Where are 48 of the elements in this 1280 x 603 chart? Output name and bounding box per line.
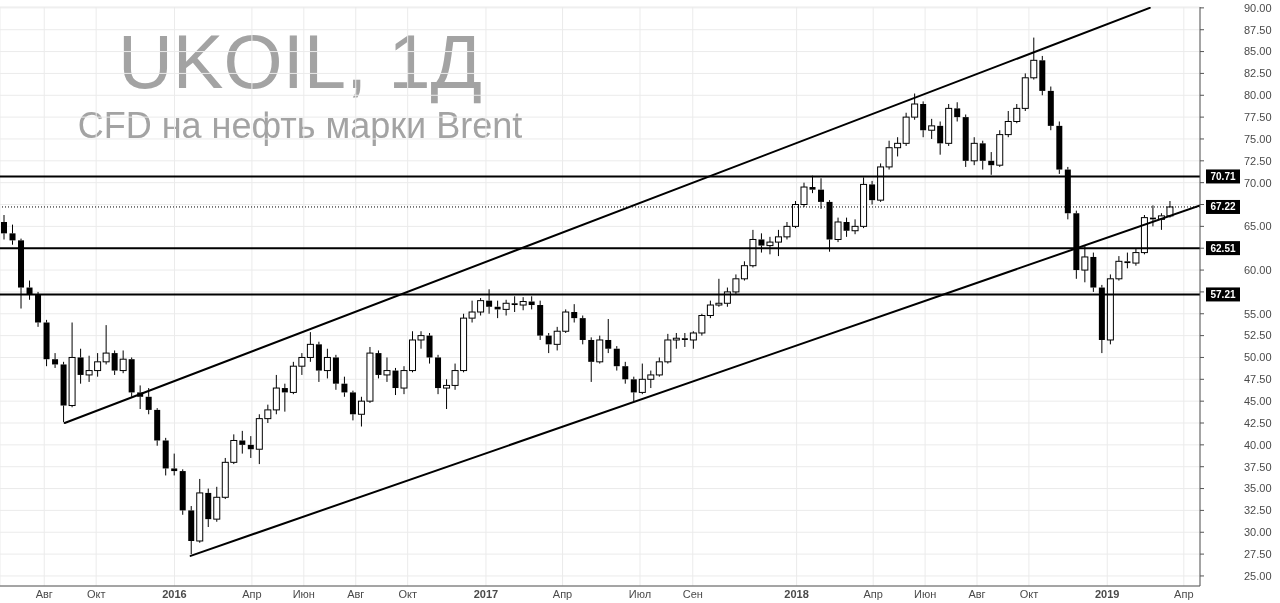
x-tick-label: Апр [1174,587,1194,600]
y-tick-label: 70.00 [1244,176,1272,189]
x-tick-label: Июн [913,587,937,600]
y-tick-label: 25.00 [1244,569,1272,582]
x-tick-label: Авг [347,587,365,600]
x-tick-label: Авг [35,587,53,600]
y-tick-label: 37.50 [1244,460,1272,473]
y-tick-label: 42.50 [1244,416,1272,429]
x-tick-label: 2017 [473,587,499,600]
y-tick-label: 77.50 [1244,110,1272,123]
y-tick-label: 55.00 [1244,307,1272,320]
y-tick-label: 50.00 [1244,351,1272,364]
x-tick-label: Окт [398,587,417,600]
x-tick-label: Авг [968,587,986,600]
y-tick-label: 87.50 [1244,23,1272,36]
x-tick-label: Апр [552,587,573,600]
y-tick-label: 72.50 [1244,154,1272,167]
y-tick-label: 90.00 [1244,1,1272,14]
y-tick-label: 75.00 [1244,132,1272,145]
y-tick-label: 27.50 [1244,547,1272,560]
y-tick-label: 65.00 [1244,220,1272,233]
y-tick-label: 85.00 [1244,45,1272,58]
x-tick-label: Апр [242,587,262,600]
x-tick-label: Апр [863,587,883,600]
y-tick-label: 40.00 [1244,438,1272,451]
x-tick-label: 2016 [162,587,187,600]
y-tick-label: 60.00 [1244,263,1272,276]
y-tick-label: 82.50 [1244,67,1272,80]
y-tick-label: 45.00 [1244,395,1272,408]
x-tick-label: Окт [1019,587,1039,600]
x-tick-label: Сен [682,587,703,600]
ref-line-label: 70.71 [1210,170,1236,182]
y-tick-label: 47.50 [1244,373,1272,386]
x-tick-label: Июн [292,587,315,600]
y-tick-label: 80.00 [1244,89,1272,102]
x-tick-label: Июл [628,587,652,600]
x-tick-label: Окт [86,587,106,600]
ref-line-label: 67.22 [1210,201,1236,213]
y-tick-label: 32.50 [1244,504,1272,517]
text: CFD на нефть марки Brent [76,105,524,146]
chart-title: UKOIL, 1Д [116,19,483,104]
y-tick-label: 52.50 [1244,329,1272,342]
x-tick-label: 2018 [784,587,809,600]
ref-line-label: 62.51 [1210,242,1236,254]
x-tick-label: 2019 [1094,587,1120,600]
y-tick-label: 30.00 [1244,526,1272,539]
y-tick-label: 35.00 [1244,482,1272,495]
ref-line-label: 57.21 [1210,288,1236,300]
